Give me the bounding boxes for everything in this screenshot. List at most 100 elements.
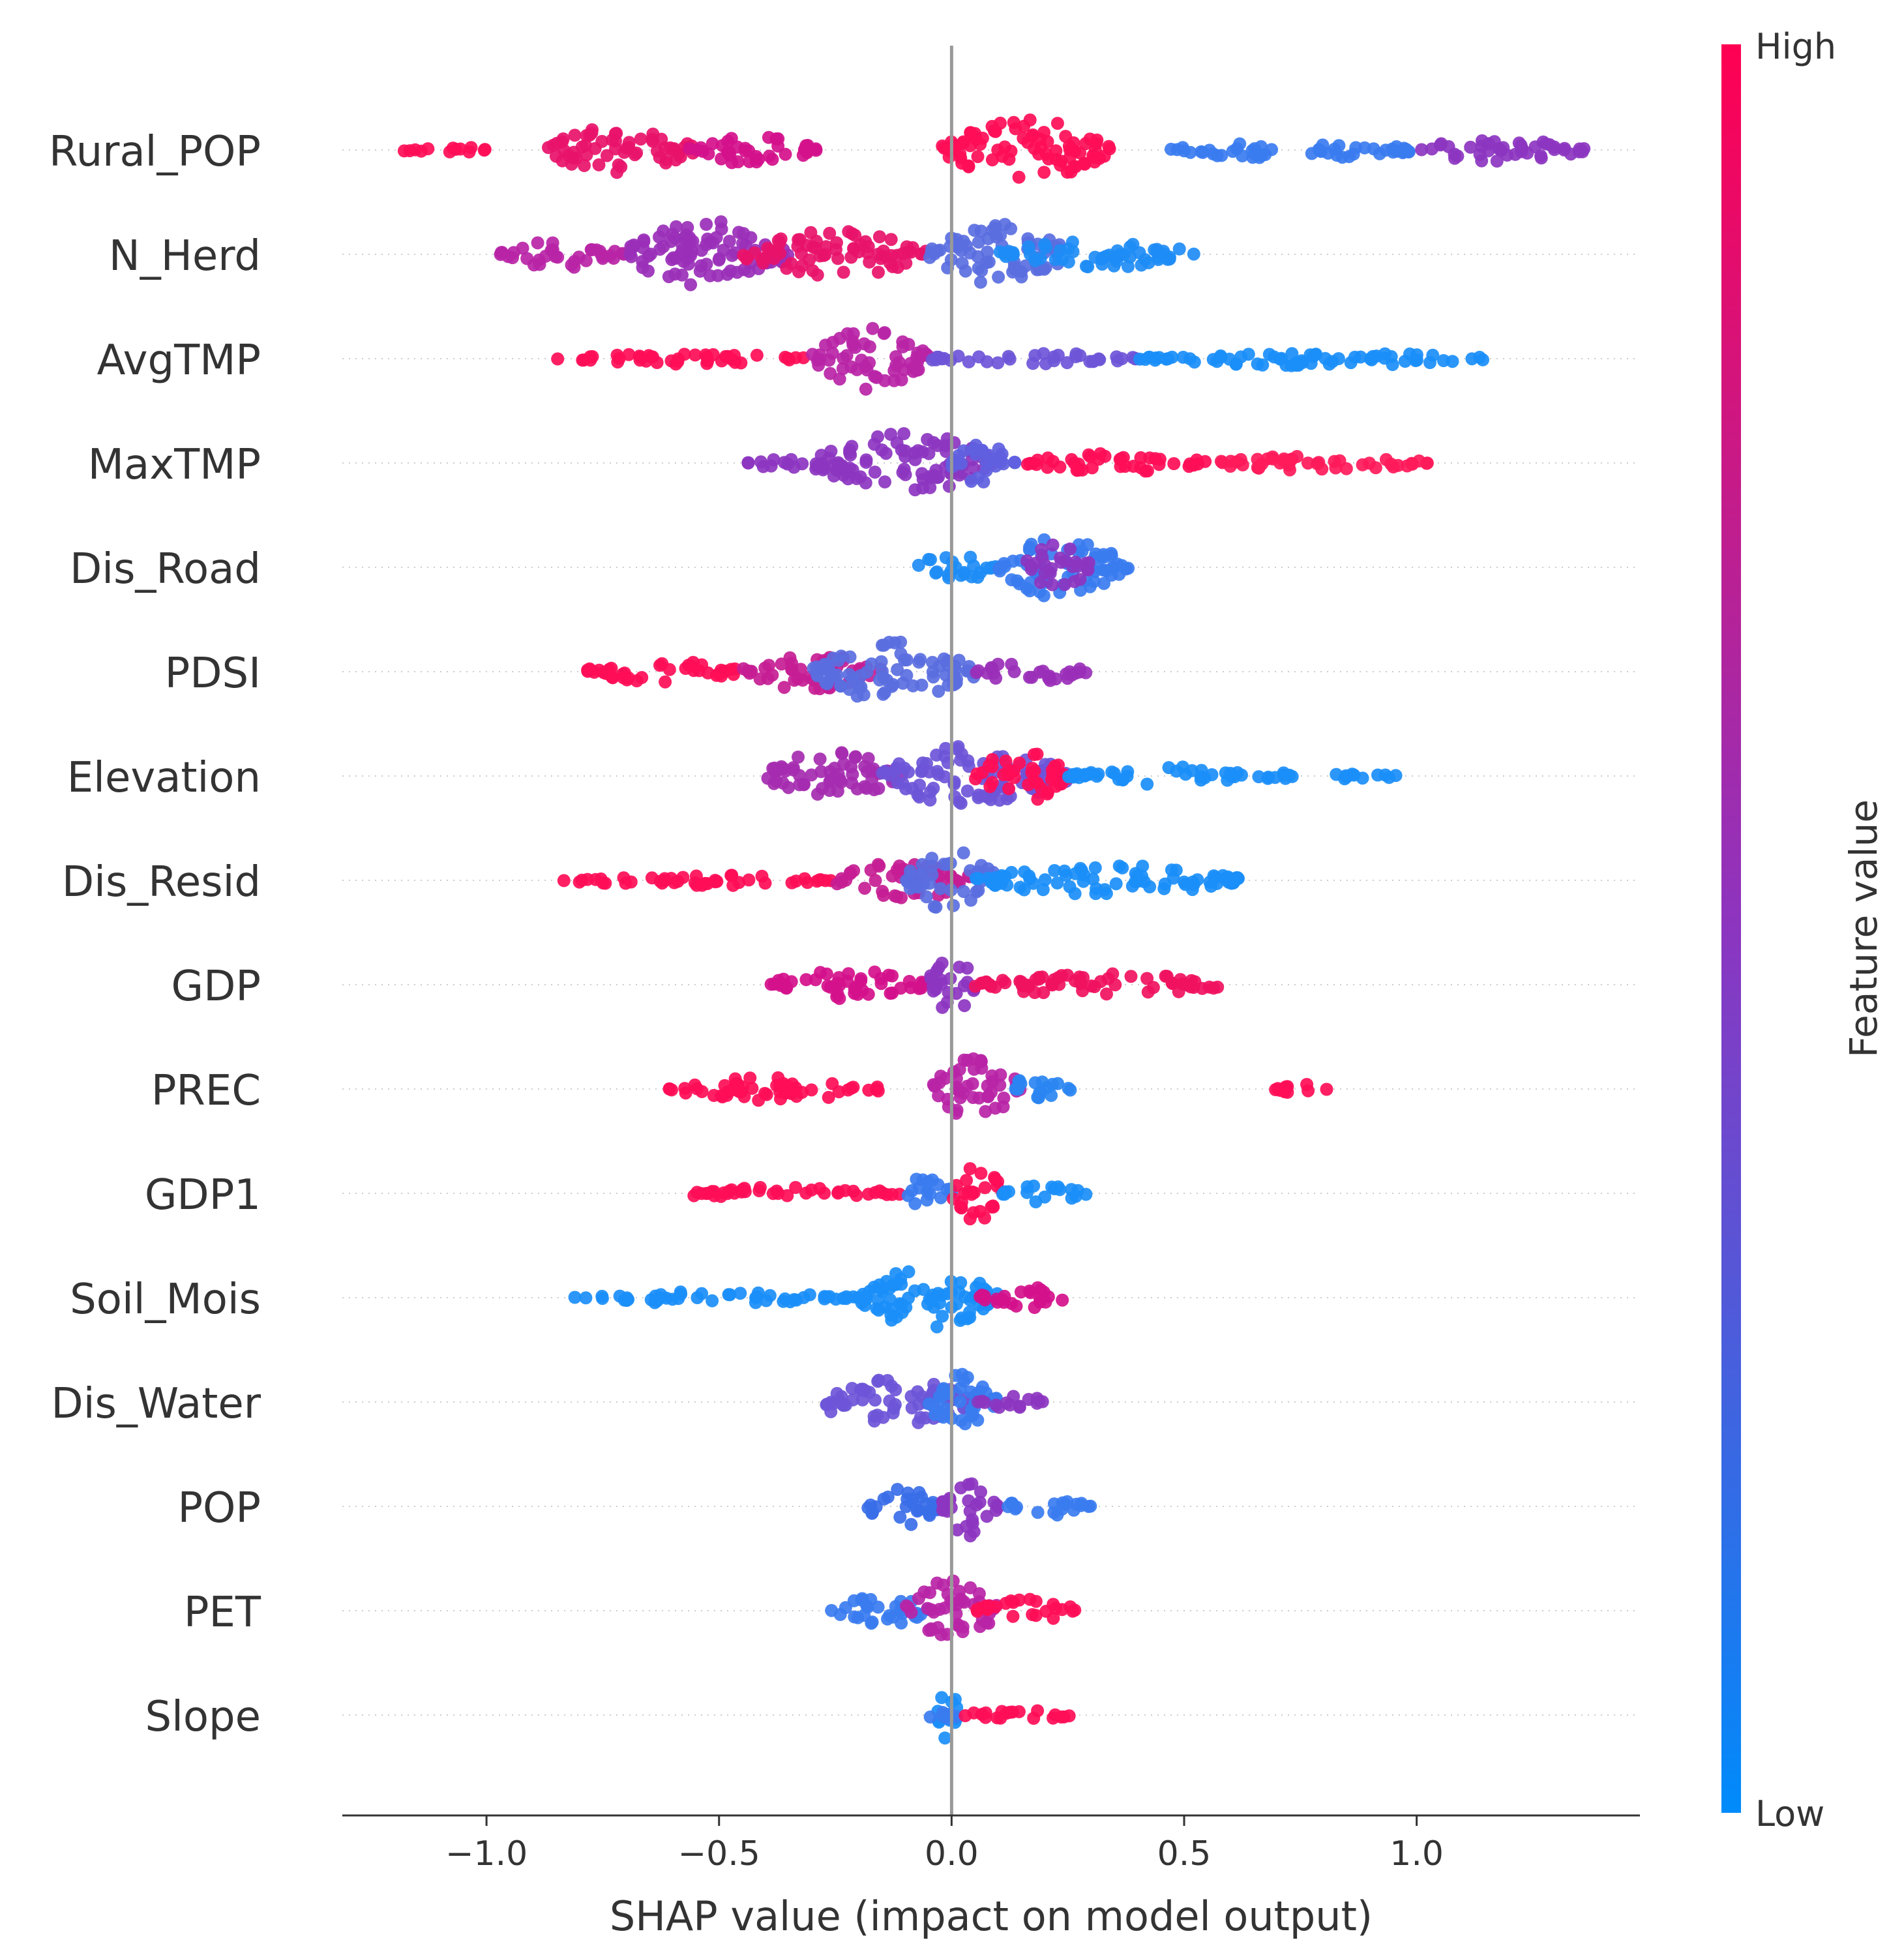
shap-point <box>955 256 969 270</box>
shap-point <box>533 258 546 271</box>
feature-dots <box>764 957 1225 1014</box>
shap-point <box>936 1495 950 1508</box>
shap-point <box>908 483 922 497</box>
shap-point <box>762 149 776 163</box>
shap-point <box>1187 247 1200 261</box>
shap-point <box>1032 1394 1046 1408</box>
shap-point <box>1058 1497 1072 1511</box>
shap-point <box>531 236 544 250</box>
shap-point <box>813 348 827 362</box>
shap-point <box>985 1200 998 1214</box>
feature-label: Slope <box>145 1693 261 1741</box>
shap-point <box>549 149 563 163</box>
feature-dots <box>761 740 1403 810</box>
shap-point <box>1080 538 1094 552</box>
shap-point <box>985 876 998 889</box>
shap-point <box>1269 1083 1283 1096</box>
shap-point <box>1049 767 1062 781</box>
shap-point <box>715 1089 728 1103</box>
shap-point <box>956 1625 970 1639</box>
shap-point <box>906 361 920 375</box>
shap-point <box>672 352 685 366</box>
shap-point <box>1157 247 1171 261</box>
shap-point <box>1037 166 1051 179</box>
shap-point <box>861 752 875 766</box>
shap-point <box>1012 170 1026 184</box>
shap-point <box>974 1054 988 1068</box>
shap-point <box>999 754 1013 768</box>
shap-point <box>1027 748 1041 762</box>
shap-point <box>1090 133 1104 147</box>
shap-point <box>995 1705 1009 1718</box>
shap-point <box>932 685 945 698</box>
shap-point <box>897 427 911 440</box>
shap-point <box>774 979 787 992</box>
shap-point <box>1083 768 1097 781</box>
colorbar-high-label: High <box>1755 26 1836 67</box>
shap-point <box>1050 876 1064 889</box>
shap-point <box>990 1499 1004 1512</box>
feature-dots <box>557 846 1245 914</box>
shap-point <box>750 155 764 169</box>
feature-dots <box>912 533 1135 603</box>
shap-point <box>859 1384 872 1397</box>
shap-point <box>725 156 739 170</box>
shap-point <box>1262 348 1276 361</box>
shap-point <box>1176 350 1190 364</box>
shap-point <box>814 966 827 979</box>
shap-point <box>777 681 791 694</box>
feature-row-slope: Slope <box>145 1691 1640 1745</box>
shap-point <box>1251 357 1264 371</box>
shap-point <box>743 1071 757 1085</box>
feature-row-prec: PREC <box>151 1052 1640 1120</box>
shap-point <box>923 1187 936 1201</box>
shap-point <box>1013 1401 1026 1414</box>
shap-point <box>1534 149 1547 163</box>
shap-point <box>753 1181 767 1194</box>
shap-point <box>865 657 878 671</box>
shap-point <box>993 1079 1007 1092</box>
shap-point <box>1059 130 1073 143</box>
shap-point <box>964 550 977 564</box>
feature-row-elevation: Elevation <box>67 740 1640 810</box>
shap-point <box>787 460 801 474</box>
shap-point <box>964 1409 977 1423</box>
x-tick-label: 0.5 <box>1157 1834 1212 1873</box>
shap-point <box>908 1197 922 1210</box>
shap-point <box>912 1416 925 1429</box>
shap-point <box>1415 143 1429 157</box>
shap-point <box>1229 357 1243 371</box>
feature-row-pet: PET <box>184 1574 1640 1641</box>
shap-point <box>1134 451 1148 464</box>
shap-point <box>767 761 781 775</box>
shap-point <box>1005 1705 1019 1719</box>
shap-point <box>588 142 602 155</box>
shap-point <box>846 671 860 685</box>
shap-point <box>730 265 744 279</box>
shap-point <box>633 353 647 367</box>
feature-label: Rural_POP <box>49 128 261 176</box>
shap-point <box>813 249 827 263</box>
shap-point <box>960 1174 974 1187</box>
shap-point <box>891 1483 904 1496</box>
shap-point <box>1066 245 1080 258</box>
shap-point <box>728 355 742 369</box>
shap-point <box>885 986 899 1000</box>
feature-rows: Rural_POP N_Herd AvgTMP MaxTMP Dis_Road PDSI E… <box>49 113 1640 1745</box>
shap-point <box>892 757 906 771</box>
shap-point <box>1536 135 1550 149</box>
shap-point <box>977 1289 991 1303</box>
shap-point <box>930 565 944 578</box>
shap-point <box>859 476 872 490</box>
colorbar-low-label: Low <box>1755 1793 1824 1834</box>
shap-point <box>787 1292 801 1306</box>
shap-point <box>548 250 562 263</box>
shap-point <box>810 660 824 674</box>
shap-point <box>1026 876 1040 890</box>
shap-point <box>906 241 919 254</box>
shap-point <box>845 776 859 790</box>
shap-point <box>899 450 912 464</box>
shap-point <box>1124 970 1138 983</box>
shap-point <box>1152 458 1166 471</box>
